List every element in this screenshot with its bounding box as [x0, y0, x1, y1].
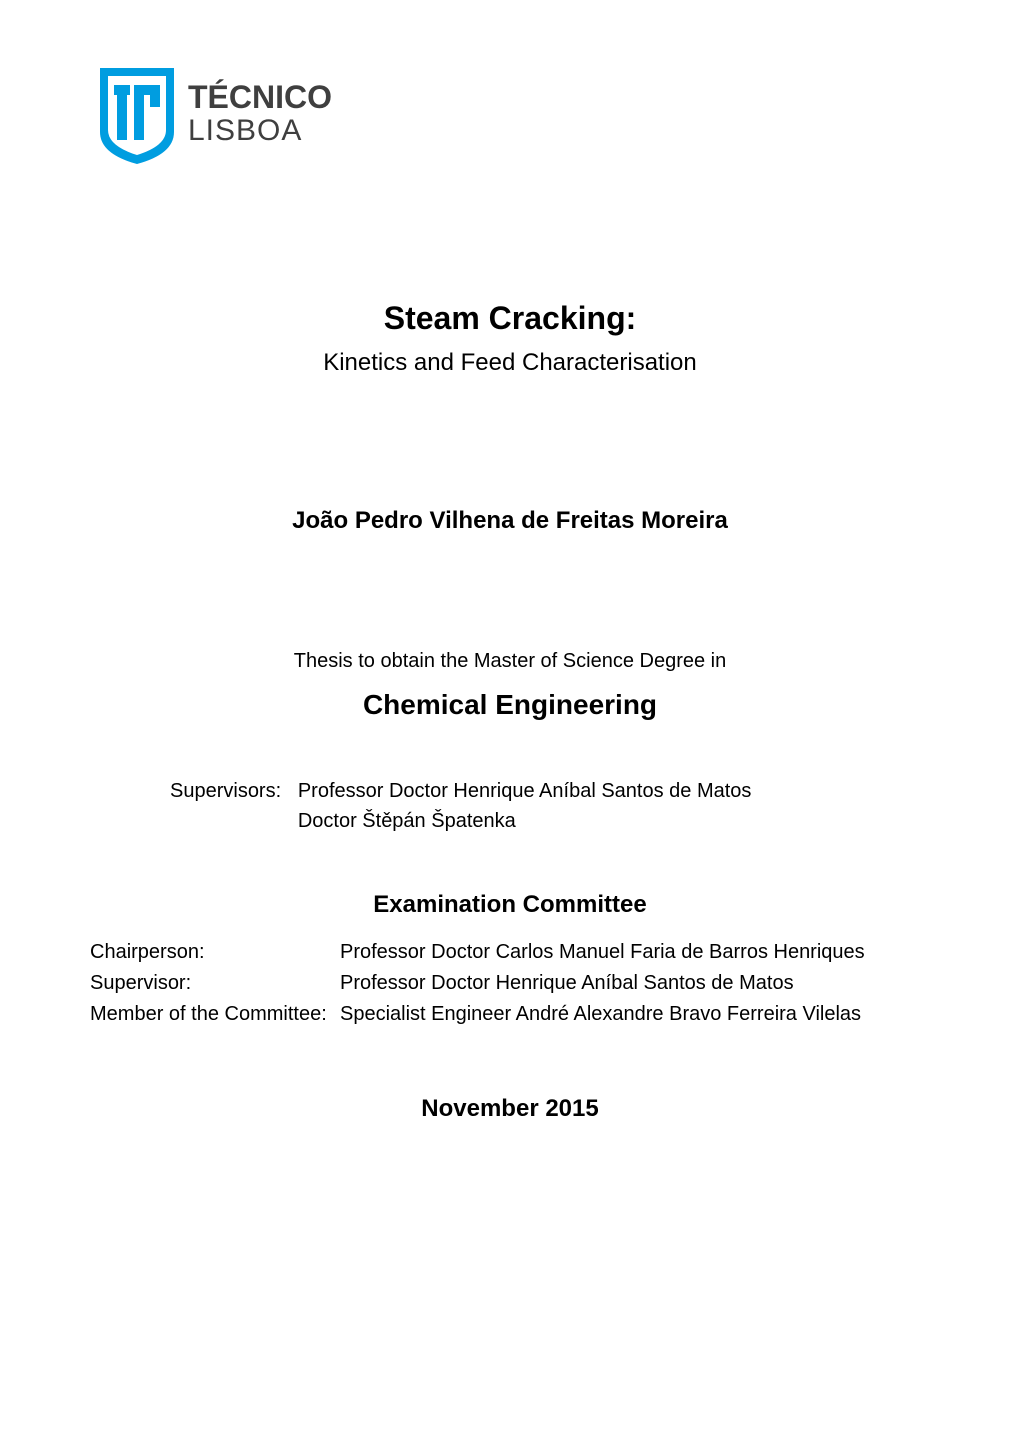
- committee-role-0: Chairperson:: [90, 937, 340, 968]
- committee-heading: Examination Committee: [90, 891, 930, 919]
- degree-name: Chemical Engineering: [90, 689, 930, 721]
- date-text: November 2015: [90, 1095, 930, 1123]
- supervisors-label: Supervisors:: [170, 776, 298, 836]
- committee-block: Examination Committee Chairperson: Profe…: [90, 891, 930, 1030]
- committee-row-2: Member of the Committee: Specialist Engi…: [90, 999, 930, 1030]
- committee-name-2: Specialist Engineer André Alexandre Brav…: [340, 999, 930, 1030]
- committee-role-2: Member of the Committee:: [90, 999, 340, 1030]
- supervisor-name-0: Professor Doctor Henrique Aníbal Santos …: [298, 776, 752, 806]
- supervisor-names: Professor Doctor Henrique Aníbal Santos …: [298, 776, 752, 836]
- committee-role-1: Supervisor:: [90, 968, 340, 999]
- supervisor-name-1: Doctor Štěpán Špatenka: [298, 806, 752, 836]
- title-block: Steam Cracking: Kinetics and Feed Charac…: [90, 300, 930, 377]
- date-block: November 2015: [90, 1095, 930, 1123]
- committee-row-0: Chairperson: Professor Doctor Carlos Man…: [90, 937, 930, 968]
- page-container: TÉCNICO LISBOA Steam Cracking: Kinetics …: [0, 0, 1020, 1442]
- committee-row-1: Supervisor: Professor Doctor Henrique An…: [90, 968, 930, 999]
- main-title: Steam Cracking:: [90, 300, 930, 337]
- committee-name-0: Professor Doctor Carlos Manuel Faria de …: [340, 937, 930, 968]
- committee-list: Chairperson: Professor Doctor Carlos Man…: [90, 937, 930, 1030]
- committee-name-1: Professor Doctor Henrique Aníbal Santos …: [340, 968, 930, 999]
- author-name: João Pedro Vilhena de Freitas Moreira: [90, 507, 930, 535]
- thesis-info-block: Thesis to obtain the Master of Science D…: [90, 650, 930, 721]
- author-block: João Pedro Vilhena de Freitas Moreira: [90, 507, 930, 535]
- logo-text-top: TÉCNICO: [188, 79, 332, 115]
- subtitle: Kinetics and Feed Characterisation: [90, 349, 930, 377]
- tecnico-lisboa-logo: TÉCNICO LISBOA: [90, 60, 370, 170]
- logo-region: TÉCNICO LISBOA: [90, 60, 930, 170]
- supervisors-block: Supervisors: Professor Doctor Henrique A…: [170, 776, 930, 836]
- thesis-purpose-line: Thesis to obtain the Master of Science D…: [90, 650, 930, 673]
- supervisors-row: Supervisors: Professor Doctor Henrique A…: [170, 776, 930, 836]
- logo-text-bottom: LISBOA: [188, 114, 302, 147]
